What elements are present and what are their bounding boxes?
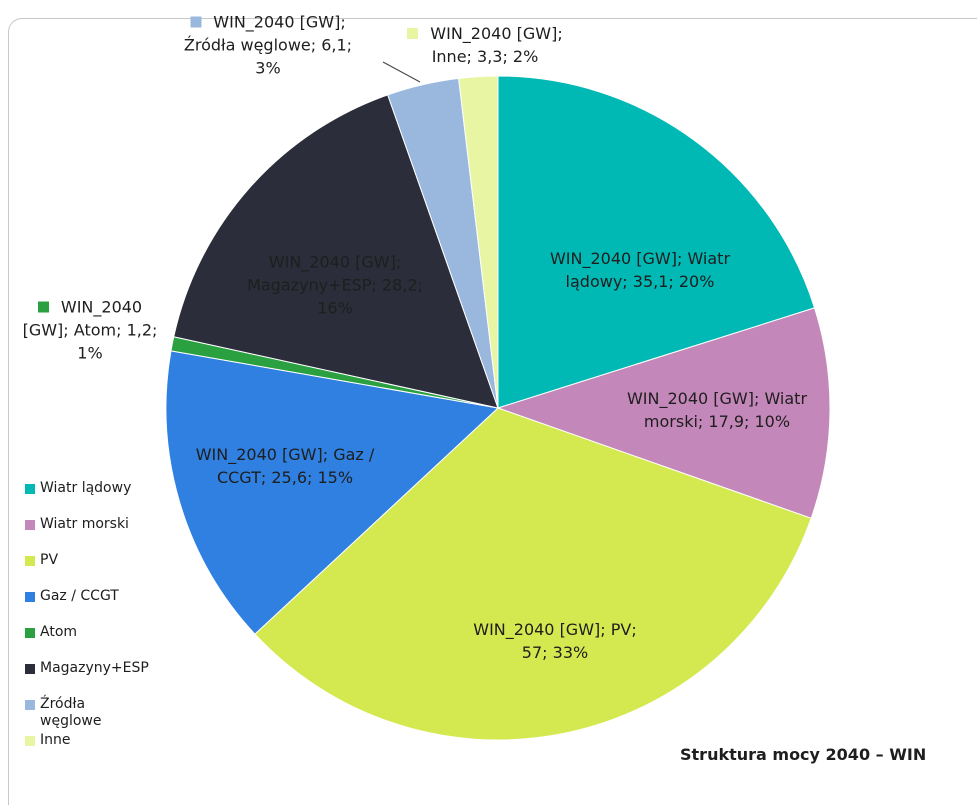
legend-label: Gaz / CCGT bbox=[40, 588, 119, 604]
data-label: WIN_2040 [GW]; Wiatr morski; 17,9; 10% bbox=[622, 387, 812, 433]
label-key bbox=[190, 16, 202, 28]
data-label: WIN_2040 [GW]; Gaz / CCGT; 25,6; 15% bbox=[190, 443, 380, 489]
data-label-text: WIN_2040 [GW]; Wiatr morski; 17,9; 10% bbox=[626, 389, 808, 431]
slice bbox=[173, 94, 499, 409]
label-key bbox=[37, 301, 49, 313]
frame bbox=[8, 18, 977, 805]
legend-label: Wiatr morski bbox=[40, 516, 129, 532]
data-label-text: WIN_2040 [GW]; Atom; 1,2; 1% bbox=[22, 297, 158, 363]
data-label-text: WIN_2040 [GW]; PV; 57; 33% bbox=[473, 620, 637, 662]
data-label-text: WIN_2040 [GW]; Magazyny+ESP; 28,2; 16% bbox=[247, 252, 423, 318]
label-key bbox=[407, 28, 419, 39]
legend-swatch bbox=[25, 520, 35, 530]
slice bbox=[458, 75, 499, 409]
legend-label: Wiatr lądowy bbox=[40, 480, 132, 496]
legend-label: Źródła węglowe bbox=[40, 696, 102, 729]
legend-item: Magazyny+ESP bbox=[25, 660, 150, 696]
legend-swatch bbox=[25, 556, 35, 566]
legend-swatch bbox=[25, 736, 35, 746]
data-label-text: WIN_2040 [GW]; Gaz / CCGT; 25,6; 15% bbox=[195, 445, 375, 487]
legend-item: Wiatr morski bbox=[25, 516, 150, 552]
data-label: WIN_2040 [GW]; PV; 57; 33% bbox=[460, 618, 650, 664]
legend-item: Atom bbox=[25, 624, 150, 660]
slice bbox=[165, 350, 500, 635]
legend-swatch bbox=[25, 628, 35, 638]
legend-swatch bbox=[25, 484, 35, 494]
data-label: WIN_2040 [GW]; Magazyny+ESP; 28,2; 16% bbox=[240, 251, 430, 320]
slice bbox=[496, 307, 831, 519]
data-label-text: WIN_2040 [GW]; Inne; 3,3; 2% bbox=[430, 24, 563, 66]
data-label-text: WIN_2040 [GW]; Źródła węglowe; 6,1; 3% bbox=[183, 12, 353, 78]
leader-line bbox=[382, 61, 421, 83]
data-label-text: WIN_2040 [GW]; Wiatr lądowy; 35,1; 20% bbox=[549, 249, 731, 291]
legend-swatch bbox=[25, 700, 35, 710]
legend-label: PV bbox=[40, 552, 59, 568]
legend: Wiatr lądowy Wiatr morski PV Gaz / CCGT Atom… bbox=[25, 480, 150, 795]
legend-swatch bbox=[25, 664, 35, 674]
legend-item: Gaz / CCGT bbox=[25, 588, 150, 624]
legend-label: Atom bbox=[40, 624, 78, 640]
legend-item: PV bbox=[25, 552, 150, 588]
chart-title: Struktura mocy 2040 – WIN bbox=[680, 745, 927, 764]
data-label: WIN_2040 [GW]; Wiatr lądowy; 35,1; 20% bbox=[545, 247, 735, 293]
slice bbox=[254, 407, 812, 741]
slice bbox=[497, 75, 816, 409]
data-label: WIN_2040 [GW]; Źródła węglowe; 6,1; 3% bbox=[176, 11, 361, 80]
legend-label: Inne bbox=[40, 732, 71, 748]
data-label: WIN_2040 [GW]; Atom; 1,2; 1% bbox=[15, 296, 165, 365]
legend-item: Źródła węglowe bbox=[25, 696, 150, 732]
legend-swatch bbox=[25, 592, 35, 602]
data-label: WIN_2040 [GW]; Inne; 3,3; 2% bbox=[390, 22, 580, 68]
legend-label: Magazyny+ESP bbox=[40, 660, 149, 676]
legend-item: Inne bbox=[25, 732, 150, 768]
legend-item: Wiatr lądowy bbox=[25, 480, 150, 516]
